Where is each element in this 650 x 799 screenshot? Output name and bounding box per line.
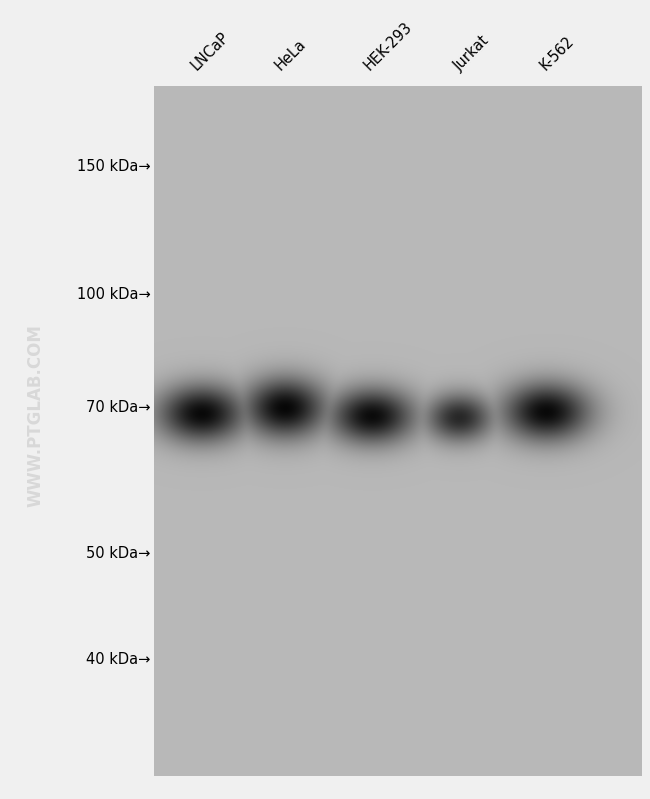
Text: K-562: K-562 xyxy=(538,34,577,74)
Text: 100 kDa→: 100 kDa→ xyxy=(77,287,151,301)
Text: HEK-293: HEK-293 xyxy=(361,20,415,74)
Text: HeLa: HeLa xyxy=(272,37,309,74)
Text: Jurkat: Jurkat xyxy=(451,33,492,74)
Text: 40 kDa→: 40 kDa→ xyxy=(86,653,151,667)
Text: 70 kDa→: 70 kDa→ xyxy=(86,400,151,415)
Text: 50 kDa→: 50 kDa→ xyxy=(86,547,151,561)
Text: LNCaP: LNCaP xyxy=(188,30,231,74)
Text: 150 kDa→: 150 kDa→ xyxy=(77,159,151,173)
Text: WWW.PTGLAB.COM: WWW.PTGLAB.COM xyxy=(27,324,45,507)
